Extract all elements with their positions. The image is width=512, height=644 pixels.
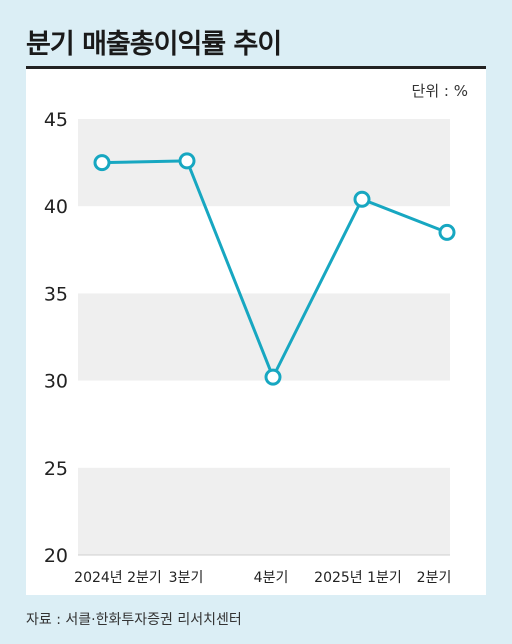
source-note: 자료 : 서클·한화투자증권 리서치센터 bbox=[26, 612, 242, 628]
x-tick-label: 4분기 bbox=[254, 570, 289, 586]
data-point bbox=[438, 223, 456, 241]
title-rule bbox=[26, 66, 486, 69]
grid-band-4 bbox=[78, 467, 450, 555]
grid-band-2 bbox=[78, 293, 450, 381]
chart-title: 분기 매출총이익률 추이 bbox=[26, 29, 282, 60]
y-tick-label: 45 bbox=[44, 109, 68, 131]
x-tick-label: 3분기 bbox=[169, 570, 204, 586]
y-tick-label: 20 bbox=[44, 545, 68, 567]
grid-bands bbox=[78, 119, 450, 555]
data-point bbox=[178, 152, 196, 170]
data-point bbox=[93, 154, 111, 172]
y-axis-ticks: 45 40 35 30 25 20 bbox=[44, 109, 68, 567]
unit-label: 단위 : % bbox=[411, 82, 468, 100]
x-tick-label: 2025년 1분기 bbox=[314, 570, 402, 586]
data-point bbox=[264, 368, 282, 386]
y-tick-label: 30 bbox=[44, 371, 68, 393]
x-tick-label: 2024년 2분기 bbox=[74, 570, 162, 586]
y-tick-label: 35 bbox=[44, 283, 68, 305]
x-tick-label: 2분기 bbox=[417, 570, 452, 586]
data-points bbox=[93, 152, 456, 386]
y-tick-label: 25 bbox=[44, 458, 68, 480]
y-tick-label: 40 bbox=[44, 196, 68, 218]
data-point bbox=[353, 190, 371, 208]
x-axis-ticks: 2024년 2분기 3분기 4분기 2025년 1분기 2분기 bbox=[74, 570, 451, 586]
